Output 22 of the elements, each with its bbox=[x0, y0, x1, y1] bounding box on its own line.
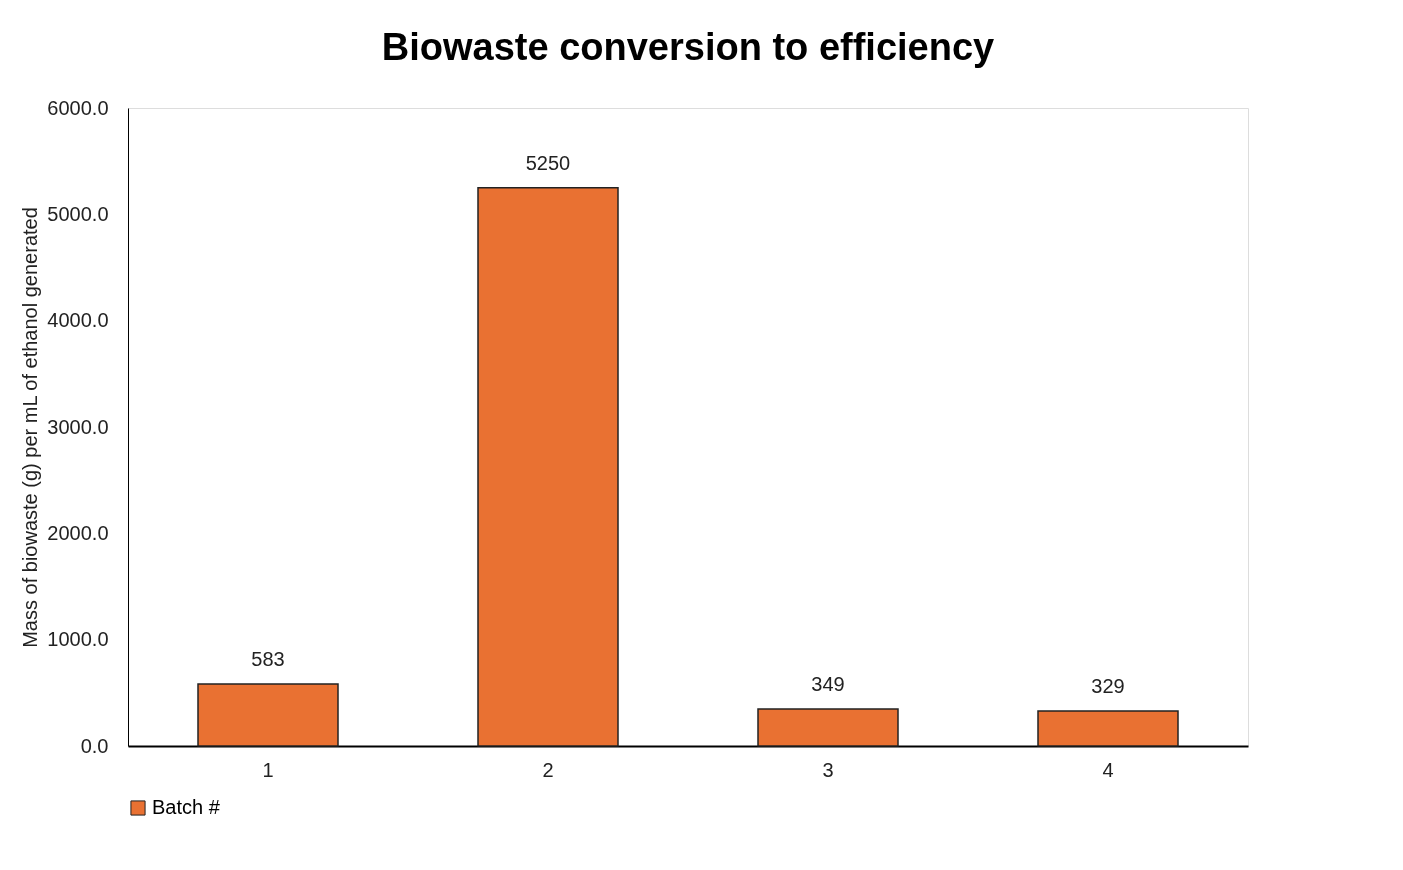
bar bbox=[197, 683, 339, 747]
bar bbox=[757, 708, 899, 747]
y-tick-label: 5000.0 bbox=[47, 202, 109, 225]
data-label: 5250 bbox=[525, 151, 571, 174]
bar bbox=[477, 187, 619, 747]
data-label: 349 bbox=[811, 672, 845, 695]
bar bbox=[1037, 710, 1179, 747]
data-label: 329 bbox=[1091, 675, 1125, 698]
x-tick-label: 2 bbox=[542, 758, 554, 781]
x-tick-label: 1 bbox=[262, 758, 274, 781]
y-axis-title: Mass of biowaste (g) per mL of ethanol generated bbox=[19, 207, 42, 648]
data-label: 583 bbox=[251, 648, 285, 671]
y-tick-label: 4000.0 bbox=[47, 309, 109, 332]
y-tick-label: 3000.0 bbox=[47, 415, 109, 438]
chart-title: Biowaste conversion to efficiency bbox=[381, 26, 995, 68]
y-tick-label: 0.0 bbox=[80, 734, 109, 757]
x-tick-label: 3 bbox=[822, 758, 834, 781]
x-tick-label: 4 bbox=[1102, 758, 1114, 781]
legend-label: Batch # bbox=[152, 796, 221, 818]
y-tick-label: 1000.0 bbox=[47, 628, 109, 651]
y-tick-label: 2000.0 bbox=[47, 521, 109, 544]
y-tick-label: 6000.0 bbox=[47, 96, 109, 119]
